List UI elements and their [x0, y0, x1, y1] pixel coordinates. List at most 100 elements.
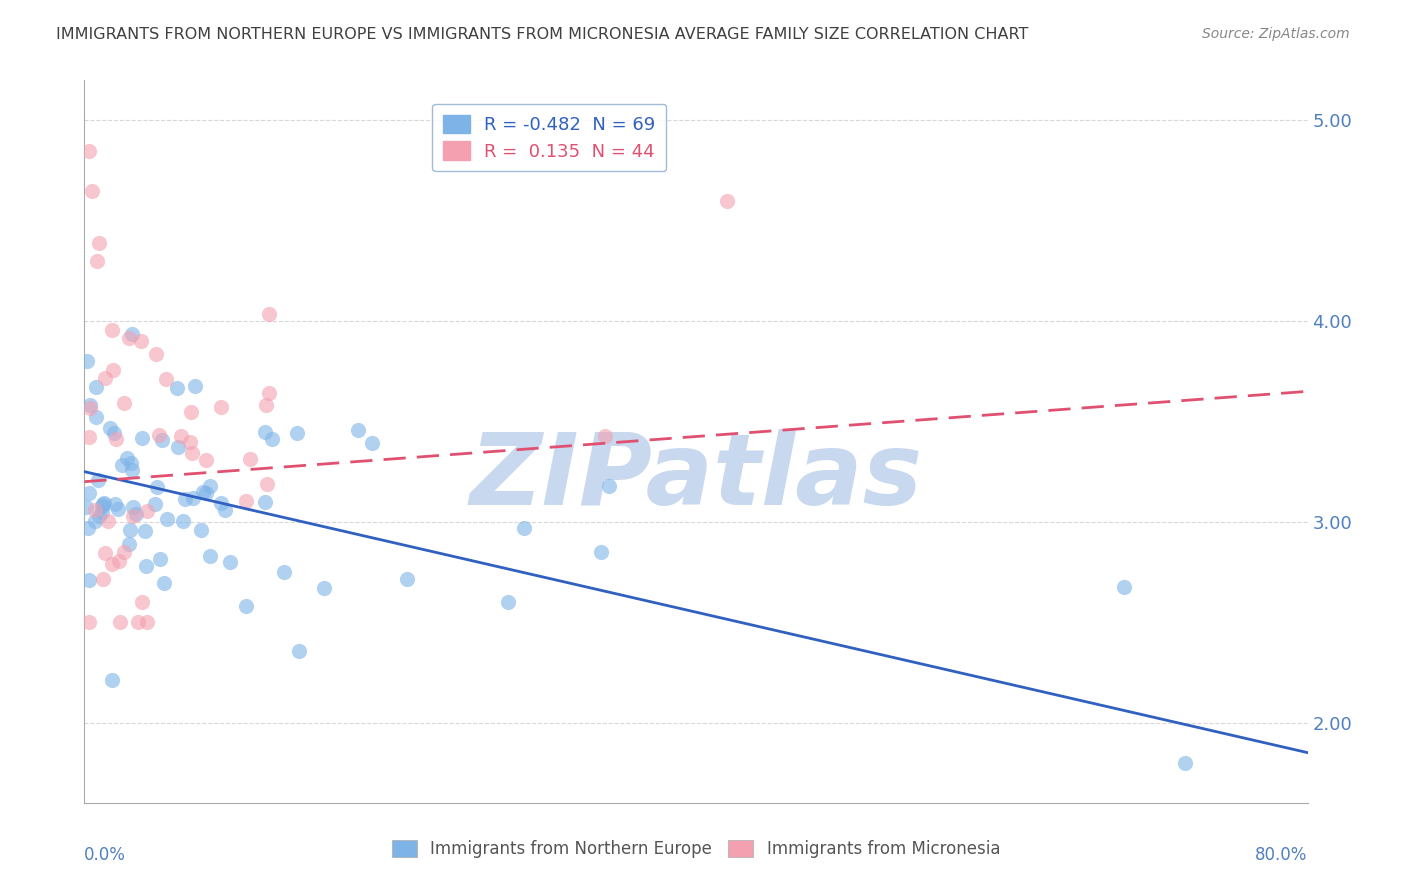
Point	[198, 549, 221, 563]
Point	[83, 503, 105, 517]
Point	[135, 615, 157, 630]
Point	[87, 473, 110, 487]
Point	[131, 431, 153, 445]
Point	[91, 497, 114, 511]
Point	[129, 334, 152, 348]
Point	[94, 371, 117, 385]
Point	[79, 615, 101, 630]
Point	[395, 572, 418, 586]
Point	[169, 428, 191, 442]
Point	[257, 385, 280, 400]
Point	[143, 497, 166, 511]
Point	[214, 502, 236, 516]
Point	[190, 524, 212, 538]
Point	[87, 236, 110, 251]
Point	[181, 491, 204, 506]
Legend: Immigrants from Northern Europe, Immigrants from Micronesia: Immigrants from Northern Europe, Immigra…	[384, 832, 1008, 867]
Point	[149, 551, 172, 566]
Point	[716, 194, 738, 208]
Point	[194, 485, 217, 500]
Point	[77, 144, 100, 158]
Point	[121, 463, 143, 477]
Point	[1114, 580, 1136, 594]
Text: 0.0%: 0.0%	[84, 847, 127, 864]
Point	[127, 615, 149, 630]
Point	[94, 545, 117, 559]
Point	[287, 643, 309, 657]
Point	[195, 453, 218, 467]
Point	[253, 495, 276, 509]
Point	[254, 398, 277, 412]
Point	[145, 347, 167, 361]
Point	[235, 599, 257, 613]
Point	[155, 372, 177, 386]
Point	[77, 573, 100, 587]
Point	[589, 545, 612, 559]
Point	[184, 379, 207, 393]
Point	[135, 559, 157, 574]
Point	[285, 425, 308, 440]
Point	[153, 576, 176, 591]
Point	[347, 423, 370, 437]
Point	[87, 508, 110, 523]
Point	[496, 595, 519, 609]
Point	[91, 572, 114, 586]
Point	[125, 507, 148, 521]
Point	[179, 435, 201, 450]
Point	[120, 524, 142, 538]
Point	[101, 558, 124, 572]
Point	[76, 354, 98, 368]
Point	[166, 381, 188, 395]
Point	[593, 429, 616, 443]
Text: 80.0%: 80.0%	[1256, 847, 1308, 864]
Point	[180, 404, 202, 418]
Point	[84, 410, 107, 425]
Point	[118, 537, 141, 551]
Point	[148, 428, 170, 442]
Point	[1174, 756, 1197, 771]
Point	[84, 514, 107, 528]
Point	[101, 362, 124, 376]
Text: IMMIGRANTS FROM NORTHERN EUROPE VS IMMIGRANTS FROM MICRONESIA AVERAGE FAMILY SIZ: IMMIGRANTS FROM NORTHERN EUROPE VS IMMIG…	[56, 27, 1029, 42]
Point	[112, 545, 135, 559]
Point	[260, 432, 283, 446]
Point	[257, 307, 280, 321]
Point	[181, 446, 204, 460]
Text: ZIPatlas: ZIPatlas	[470, 429, 922, 526]
Point	[121, 326, 143, 341]
Point	[84, 380, 107, 394]
Point	[209, 496, 232, 510]
Point	[86, 253, 108, 268]
Point	[75, 500, 97, 514]
Point	[101, 673, 124, 687]
Point	[167, 440, 190, 454]
Point	[97, 515, 120, 529]
Point	[107, 501, 129, 516]
Point	[273, 566, 295, 580]
Point	[174, 491, 197, 506]
Point	[79, 398, 101, 412]
Point	[115, 450, 138, 465]
Point	[91, 499, 114, 513]
Point	[90, 505, 112, 519]
Point	[79, 401, 101, 416]
Point	[253, 425, 276, 439]
Point	[105, 432, 128, 446]
Point	[134, 524, 156, 538]
Point	[235, 493, 257, 508]
Point	[156, 512, 179, 526]
Point	[135, 504, 157, 518]
Point	[150, 434, 173, 448]
Point	[172, 514, 194, 528]
Point	[312, 581, 335, 595]
Point	[219, 555, 242, 569]
Point	[598, 479, 620, 493]
Point	[104, 497, 127, 511]
Point	[98, 420, 121, 434]
Point	[146, 480, 169, 494]
Point	[131, 595, 153, 609]
Point	[256, 477, 278, 491]
Point	[513, 521, 536, 535]
Point	[111, 458, 134, 472]
Point	[103, 426, 125, 441]
